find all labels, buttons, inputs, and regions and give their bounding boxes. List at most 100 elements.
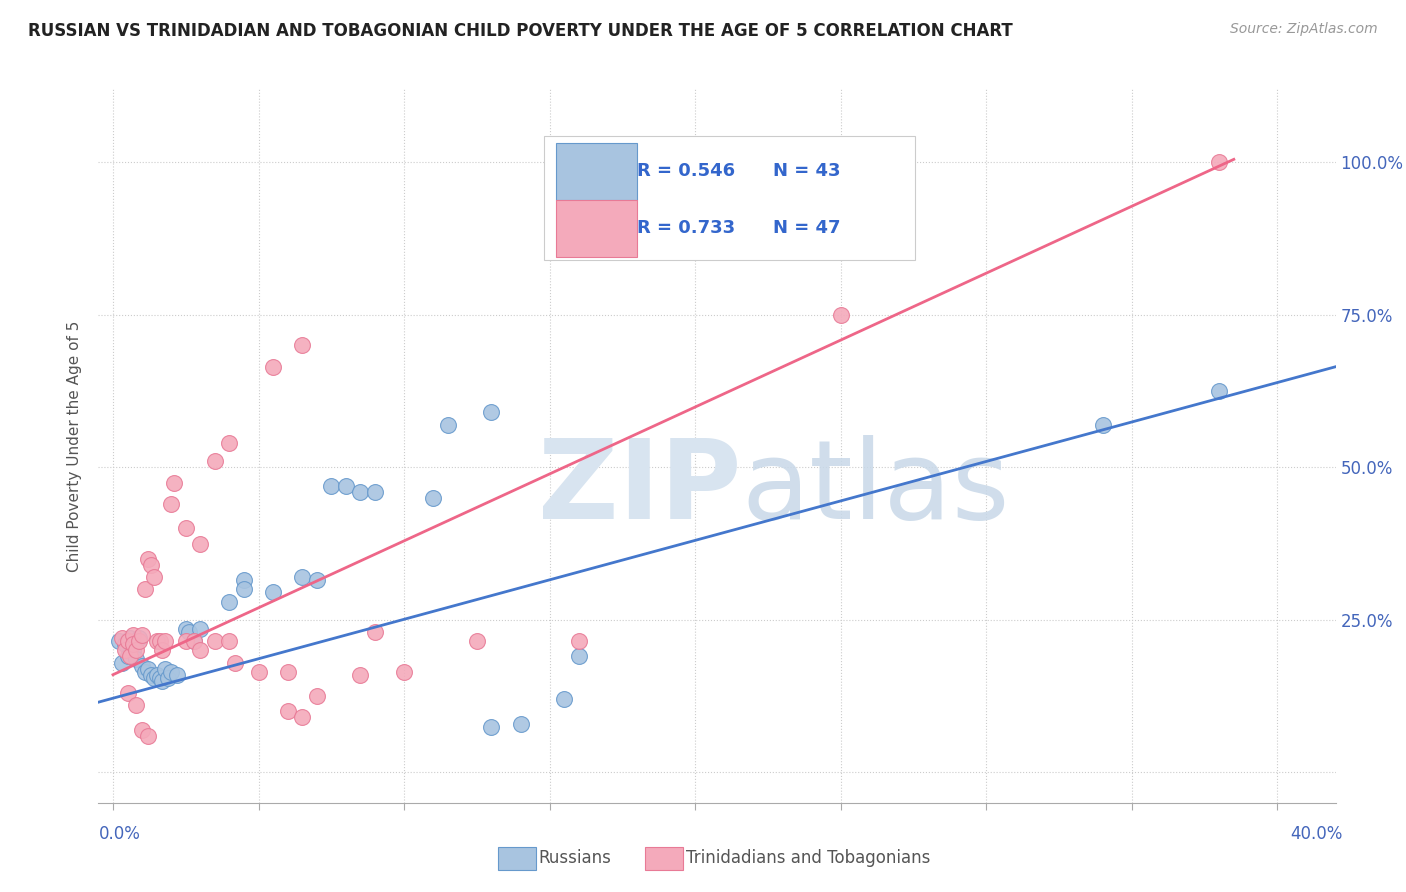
Point — [305, 689, 328, 703]
Point — [142, 570, 165, 584]
Point — [509, 716, 531, 731]
Point — [204, 454, 226, 468]
Point — [174, 634, 197, 648]
Point — [111, 656, 134, 670]
Point — [291, 710, 314, 724]
FancyBboxPatch shape — [544, 136, 915, 260]
Point — [422, 491, 444, 505]
Point — [128, 631, 150, 645]
Point — [218, 634, 240, 648]
Point — [262, 585, 284, 599]
Point — [122, 628, 145, 642]
Point — [553, 692, 575, 706]
Point — [568, 634, 591, 648]
Point — [291, 338, 314, 352]
Text: 0.0%: 0.0% — [98, 825, 141, 843]
Point — [183, 634, 205, 648]
Point — [148, 634, 170, 648]
Point — [1208, 155, 1230, 169]
Point — [136, 662, 159, 676]
Point — [233, 582, 256, 597]
Text: ZIP: ZIP — [538, 435, 742, 542]
Point — [291, 570, 314, 584]
Point — [349, 484, 371, 499]
Point — [166, 667, 188, 681]
Point — [136, 729, 159, 743]
Point — [305, 573, 328, 587]
Point — [152, 673, 174, 688]
Point — [145, 667, 167, 681]
Point — [183, 634, 205, 648]
Point — [174, 622, 197, 636]
Text: 40.0%: 40.0% — [1291, 825, 1343, 843]
Point — [120, 631, 142, 645]
Point — [160, 665, 183, 679]
FancyBboxPatch shape — [557, 200, 637, 257]
Text: Source: ZipAtlas.com: Source: ZipAtlas.com — [1230, 22, 1378, 37]
Point — [122, 637, 145, 651]
Point — [114, 637, 136, 651]
Point — [145, 634, 167, 648]
Point — [218, 436, 240, 450]
Point — [335, 478, 357, 492]
Point — [155, 634, 177, 648]
Y-axis label: Child Poverty Under the Age of 5: Child Poverty Under the Age of 5 — [67, 320, 83, 572]
Text: RUSSIAN VS TRINIDADIAN AND TOBAGONIAN CHILD POVERTY UNDER THE AGE OF 5 CORRELATI: RUSSIAN VS TRINIDADIAN AND TOBAGONIAN CH… — [28, 22, 1012, 40]
Text: Russians: Russians — [538, 849, 612, 867]
Point — [321, 478, 343, 492]
Point — [481, 405, 503, 419]
Text: atlas: atlas — [742, 435, 1011, 542]
Point — [120, 649, 142, 664]
Point — [188, 622, 211, 636]
Point — [364, 484, 387, 499]
Point — [139, 667, 162, 681]
Point — [349, 667, 371, 681]
Text: N = 47: N = 47 — [773, 219, 841, 237]
Text: R = 0.733: R = 0.733 — [637, 219, 735, 237]
Point — [131, 658, 153, 673]
Point — [204, 634, 226, 648]
Point — [117, 634, 139, 648]
Point — [1208, 384, 1230, 398]
Point — [125, 643, 148, 657]
Point — [134, 665, 156, 679]
Point — [155, 662, 177, 676]
Point — [436, 417, 458, 432]
Point — [568, 649, 591, 664]
Point — [262, 359, 284, 374]
Point — [136, 551, 159, 566]
Point — [157, 671, 180, 685]
Point — [163, 475, 186, 490]
Point — [277, 665, 299, 679]
Point — [188, 643, 211, 657]
Point — [177, 625, 200, 640]
Point — [152, 643, 174, 657]
Point — [125, 698, 148, 713]
Point — [117, 686, 139, 700]
Text: Trinidadians and Tobagonians: Trinidadians and Tobagonians — [686, 849, 931, 867]
Point — [131, 723, 153, 737]
Point — [364, 625, 387, 640]
Point — [111, 631, 134, 645]
Point — [392, 665, 415, 679]
Point — [114, 643, 136, 657]
Point — [107, 634, 129, 648]
Point — [277, 704, 299, 718]
Text: N = 43: N = 43 — [773, 162, 841, 180]
Point — [174, 521, 197, 535]
Point — [142, 671, 165, 685]
FancyBboxPatch shape — [557, 143, 637, 200]
Point — [139, 558, 162, 572]
Point — [134, 582, 156, 597]
Point — [128, 634, 150, 648]
Point — [1091, 417, 1114, 432]
Point — [125, 652, 148, 666]
Point — [224, 656, 246, 670]
Point — [218, 594, 240, 608]
Point — [465, 634, 488, 648]
Point — [131, 628, 153, 642]
Point — [830, 308, 852, 322]
Point — [247, 665, 270, 679]
Point — [160, 497, 183, 511]
Point — [148, 671, 170, 685]
